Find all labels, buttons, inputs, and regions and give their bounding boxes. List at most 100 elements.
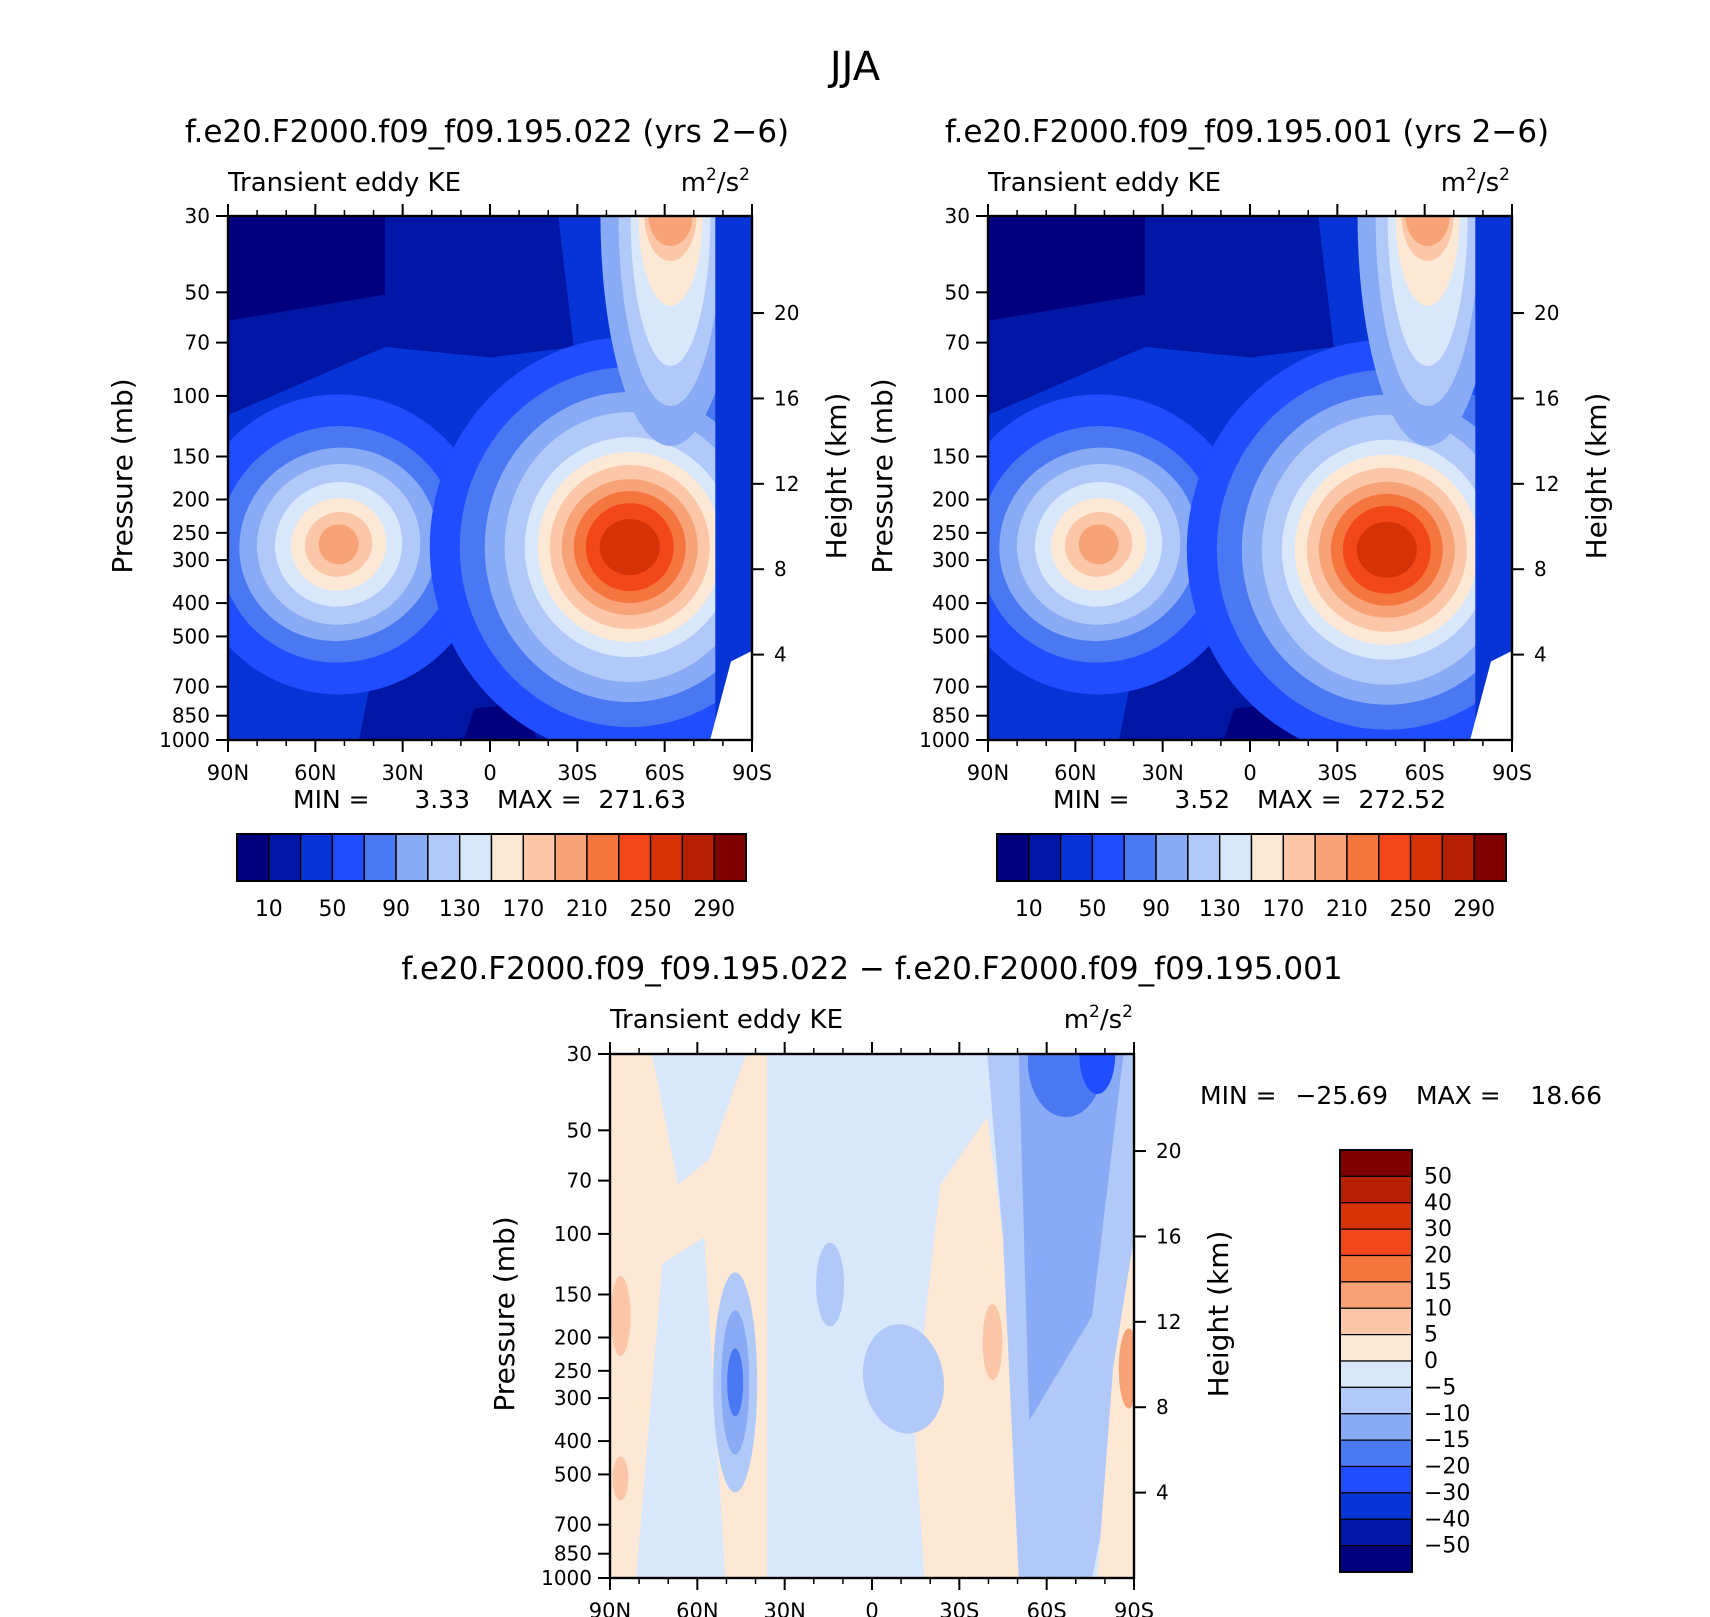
panel-diff-colorbar-swatch [1339,1360,1413,1388]
panel-diff-ytick-label: 400 [554,1429,592,1453]
panel-diff-colorbar-swatch [1339,1175,1413,1204]
panel-diff-y2tick-label: 4 [1156,1481,1169,1505]
panel-diff-nh-neg-contour-2 [727,1348,744,1417]
panel-diff-neg-core-sh-2 [1079,1054,1116,1094]
panel-a-field-layers [228,216,752,740]
panel-diff-ytick-label: 850 [554,1542,592,1566]
panel-diff-colorbar-label: −15 [1424,1428,1470,1453]
panel-a-ytick-label: 700 [172,675,210,699]
panel-diff-colorbar-label: 5 [1424,1323,1438,1348]
panel-a-colorbar-label: 90 [382,897,410,922]
panel-diff-ytick-label: 500 [554,1462,592,1486]
panel-a-ytick-label: 1000 [159,728,210,752]
panel-diff-ytick-label: 1000 [541,1566,592,1590]
panel-b-xtick-label: 90S [1492,761,1532,785]
panel-b-xtick-label: 0 [1243,761,1256,785]
panel-a-max-value: 271.63 [599,785,686,814]
panel-a-colorbar-swatch [554,833,588,882]
panel-a-band-strat-mid [228,216,574,416]
panel-diff-min-value: −25.69 [1295,1081,1388,1110]
panel-b-ytick-label: 850 [932,704,970,728]
panel-diff-y2tick-label: 16 [1156,1224,1181,1248]
panel-diff-xtick-label: 30S [939,1599,979,1617]
panel-b-ytick-label: 700 [932,675,970,699]
panel-b-contour-field [986,214,1514,742]
panel-diff-colorbar-swatch [1339,1465,1413,1494]
panel-a-band-sp-mask [710,650,752,740]
panel-diff-xtick-label: 60S [1027,1599,1067,1617]
panel-b-colorbar-label: 50 [1078,897,1106,922]
panel-diff-colorbar-swatch [1339,1149,1413,1177]
panel-b-axes: 90N 60N 30N 0 30S 60S 90S 30 50 70 100 150 200 250 300… [919,204,1559,785]
panel-a-sh-tower-contour-5 [648,216,693,246]
panel-b-max-value: 272.52 [1359,785,1446,814]
panel-diff-colorbar-label: 0 [1424,1349,1438,1374]
panel-diff-colorbar-label: −20 [1424,1455,1470,1480]
panel-diff-colorbar-label: 10 [1424,1296,1452,1321]
panel-diff-nh-pos-core-2 [612,1456,629,1501]
panel-diff-xtick-label: 90N [589,1599,631,1617]
panel-a-xtick-label: 0 [483,761,496,785]
panel-a-y2tick-label: 16 [774,386,799,410]
panel-diff-colorbar-label: 30 [1424,1217,1452,1242]
panel-b-colorbar-swatch [1218,833,1253,882]
panel-b-xtick-label: 30S [1317,761,1357,785]
panel-b-colorbar-swatch [1346,833,1380,882]
panel-b-colorbar-swatch [1441,833,1475,882]
panel-diff-ytick-label: 150 [554,1283,592,1307]
panel-diff-colorbar-swatch [1339,1413,1413,1441]
panel-b-colorbar-swatch [1155,833,1189,882]
panel-b-max-label: MAX = [1257,785,1342,814]
panel-b-ytick-label: 150 [932,445,970,469]
panel-b-colorbar-label: 90 [1142,897,1170,922]
panel-diff-colorbar-swatch [1339,1492,1413,1520]
panel-b-colorbar: 10 50 90 130 170 210 250 290 [996,833,1507,922]
panel-a-sh-jet-contour-10 [599,519,660,576]
panel-a-max-label: MAX = [497,785,582,814]
panel-diff-ytick-label: 50 [567,1118,592,1142]
panel-diff-pos-region-sp [1097,1237,1134,1578]
panel-b-ytick-label: 200 [932,487,970,511]
panel-b-ytick-label: 500 [932,624,970,648]
panel-b-band-polar-strat [988,216,1146,327]
panel-b-band-sp-edge [1475,216,1512,740]
panel-diff-trop-neg-0 [816,1242,845,1327]
panel-a-ytick-label: 250 [172,521,210,545]
panel-a-colorbar-label: 170 [502,897,544,922]
panel-diff-axes: 90N 60N 30N 0 30S 60S 90S 30 50 70 100 150 200 250 300… [541,1042,1181,1617]
panel-diff-colorbar-label: 50 [1424,1164,1452,1189]
panel-a-ylabel: Pressure (mb) [106,378,139,573]
panel-diff-colorbar-label: −40 [1424,1507,1470,1532]
panel-b-colorbar-swatch [1187,833,1221,882]
panel-diff-colorbar-swatch [1339,1281,1413,1309]
panel-diff-ytick-label: 250 [554,1359,592,1383]
panel-diff-colorbar-swatch [1339,1545,1413,1573]
panel-b-min-label: MIN = [1053,785,1130,814]
panel-a-colorbar-swatch [331,833,365,882]
panel-a-y2tick-label: 20 [774,301,799,325]
panel-diff-colorbar-label: 40 [1424,1191,1452,1216]
panel-diff-stats: MIN = −25.69 MAX = 18.66 [1200,1081,1602,1110]
panel-diff-colorbar-swatch [1339,1254,1413,1283]
panel-b-colorbar-label: 210 [1326,897,1368,922]
panel-b-colorbar-frame [996,833,1507,882]
panel-diff-neg-notch-nh [636,1237,726,1578]
panel-b-min-value: 3.52 [1174,785,1230,814]
panel-a-band-polar-strat [228,216,386,327]
panel-diff-neg-region-sh-2 [1018,1054,1124,1421]
panel-a-xtick-label: 90N [207,761,249,785]
panel-diff-colorbar-label: −5 [1424,1375,1456,1400]
panel-a-colorbar-swatch [395,833,429,882]
panel-diff-units: m2/s2 [1064,1002,1133,1035]
panel-b-xtick-label: 60S [1405,761,1445,785]
panel-a-ytick-label: 200 [172,487,210,511]
panel-diff-sh-pos-core [982,1304,1003,1381]
panel-a-xtick-label: 30N [381,761,423,785]
panel-diff-colorbar-label: −30 [1424,1481,1470,1506]
panel-diff-ytick-label: 300 [554,1386,592,1410]
panel-diff-ytick-label: 100 [554,1222,592,1246]
panel-a-ytick-label: 500 [172,624,210,648]
panel-diff-ytick-label: 200 [554,1325,592,1349]
panel-a-colorbar-swatch [458,833,493,882]
